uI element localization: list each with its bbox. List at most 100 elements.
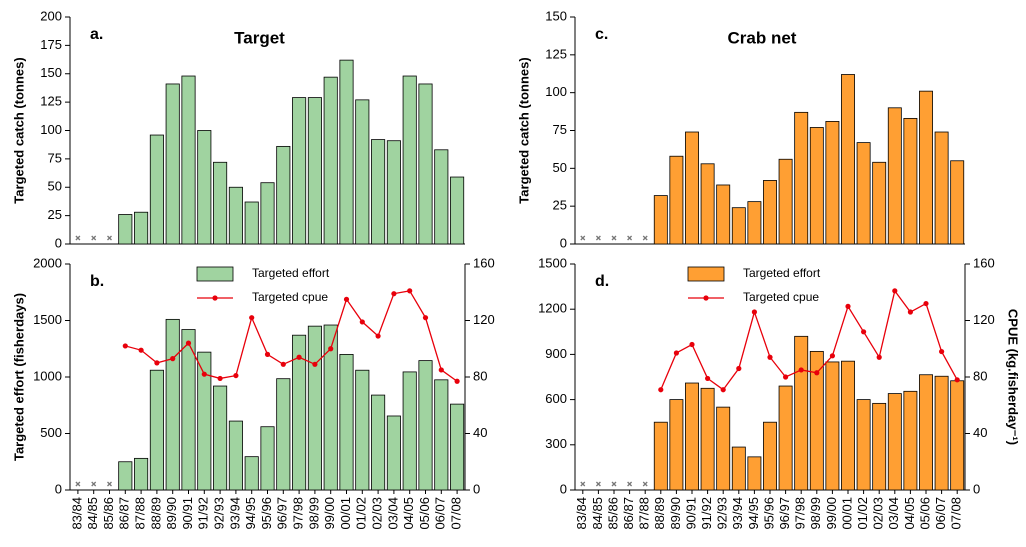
bar	[887, 393, 902, 491]
bar	[339, 59, 354, 245]
point	[264, 351, 271, 357]
y2-tick-label: 120	[473, 312, 495, 327]
x-tick-label: 06/07	[433, 497, 448, 530]
x-tick-label: 92/93	[715, 497, 730, 530]
x-tick-label: 99/00	[322, 497, 337, 530]
bar	[371, 394, 386, 491]
bar	[747, 201, 762, 245]
bar	[950, 160, 965, 245]
panel-label: a.	[90, 26, 103, 43]
legend-label: Targeted cpue	[743, 290, 819, 304]
x-tick-label: 96/97	[777, 497, 792, 530]
bar	[181, 329, 196, 491]
x-tick-label: 90/91	[683, 497, 698, 530]
no-data-marker	[595, 481, 601, 487]
point	[673, 350, 680, 356]
point	[233, 372, 239, 379]
bar	[213, 385, 228, 491]
y-tick-label: 900	[545, 346, 567, 361]
no-data-stroke	[627, 235, 633, 241]
bar	[118, 214, 133, 245]
x-tick-label: 93/94	[730, 497, 745, 530]
x-tick-label: 86/87	[117, 497, 132, 530]
x-tick-label: 04/05	[401, 497, 416, 530]
bar	[856, 399, 871, 491]
x-tick-label: 01/02	[855, 497, 870, 530]
y-axis-label: Targeted catch (tonnes)	[516, 57, 531, 203]
no-data-marker	[75, 481, 81, 487]
x-tick-label: 00/01	[338, 497, 353, 530]
x-tick-label: 94/95	[243, 497, 258, 530]
y-axis-label: Targeted catch (tonnes)	[11, 57, 26, 203]
y-tick-label: 25	[48, 207, 62, 222]
no-data-stroke	[611, 235, 617, 241]
point	[138, 347, 144, 353]
x-tick-label: 93/94	[227, 497, 242, 530]
point	[814, 370, 820, 376]
x-tick-label: 03/04	[385, 497, 400, 530]
legend-label: Targeted effort	[252, 266, 330, 280]
bar	[841, 74, 855, 245]
y-tick-label: 0	[55, 235, 62, 250]
x-tick-label: 98/99	[808, 497, 823, 530]
point	[767, 354, 773, 360]
x-tick-label: 85/86	[605, 497, 620, 530]
bar	[402, 75, 417, 245]
bar	[181, 75, 196, 245]
y2-tick-label: 160	[973, 255, 995, 270]
no-data-stroke	[611, 481, 617, 487]
bar	[841, 360, 855, 491]
x-tick-label: 05/06	[917, 497, 932, 530]
point	[217, 375, 223, 382]
no-data-marker	[642, 481, 648, 487]
point	[296, 354, 302, 360]
y-tick-label: 125	[545, 46, 567, 61]
bar	[402, 371, 417, 491]
no-data-marker	[107, 481, 112, 487]
bar	[244, 456, 259, 491]
x-tick-label: 04/05	[902, 497, 917, 530]
point	[454, 378, 460, 384]
no-data-marker	[75, 235, 81, 241]
y-tick-label: 50	[48, 179, 62, 194]
y-tick-label: 1000	[33, 368, 62, 383]
bar	[763, 421, 777, 491]
bar	[418, 360, 433, 491]
bar	[228, 186, 243, 245]
bar	[371, 139, 386, 245]
no-data-marker	[627, 235, 633, 241]
point	[720, 387, 726, 393]
point	[658, 387, 664, 393]
x-tick-label: 05/06	[417, 497, 432, 530]
no-data-stroke	[595, 235, 601, 241]
bar	[919, 90, 933, 245]
y-tick-label: 75	[48, 150, 62, 165]
point	[185, 340, 192, 346]
y-tick-label: 300	[545, 436, 567, 451]
bar	[934, 131, 949, 245]
y-tick-label: 25	[553, 198, 567, 213]
point	[122, 343, 128, 349]
no-data-stroke	[580, 235, 586, 241]
point	[170, 356, 176, 362]
bar	[669, 155, 684, 245]
no-data-marker	[580, 235, 586, 241]
legend-swatch	[196, 266, 234, 282]
bar	[747, 456, 762, 491]
bar	[950, 380, 965, 491]
panel-label: d.	[595, 273, 609, 290]
no-data-stroke	[107, 481, 112, 487]
bar	[434, 149, 449, 245]
panel: 0 25 50 75 100 125 150 c. Crab net Targeted catch…	[516, 8, 965, 250]
x-tick-label: 00/01	[839, 497, 854, 530]
legend-point	[212, 295, 218, 301]
point	[280, 361, 286, 367]
point	[201, 371, 207, 377]
x-tick-label: 90/91	[180, 497, 195, 530]
bar	[276, 145, 291, 245]
point	[798, 367, 804, 373]
y2-tick-label: 40	[473, 425, 487, 440]
bar	[228, 420, 243, 491]
x-tick-label: 02/03	[370, 497, 385, 530]
